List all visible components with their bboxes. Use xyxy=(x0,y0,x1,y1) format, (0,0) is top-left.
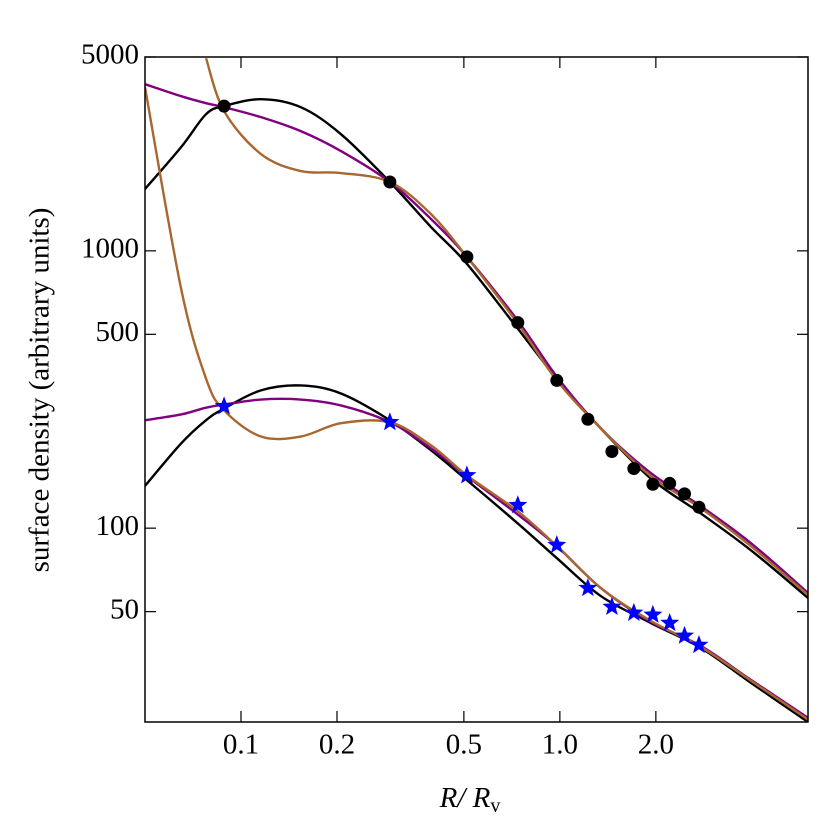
y-tick-label: 1000 xyxy=(81,232,139,264)
y-tick-label: 500 xyxy=(96,316,140,348)
x-axis-label-sub: v xyxy=(490,795,500,817)
x-tick-label: 0.2 xyxy=(319,729,355,761)
x-axis-label: R/ Rv xyxy=(439,782,501,817)
x-tick-label: 0.1 xyxy=(223,729,259,761)
circle-point xyxy=(511,316,525,330)
y-axis-label: surface density (arbitrary units) xyxy=(24,208,56,573)
circle-point xyxy=(217,99,231,113)
star-point xyxy=(689,635,709,654)
circle-point xyxy=(460,250,474,264)
plot-frame xyxy=(144,56,809,723)
circle-point xyxy=(678,487,692,501)
plot-area xyxy=(145,57,808,722)
star-point xyxy=(380,412,400,431)
star-point xyxy=(643,604,663,623)
star-point xyxy=(624,602,644,621)
circle-point xyxy=(383,175,397,189)
star-point xyxy=(214,396,234,415)
star-point xyxy=(457,465,477,484)
x-tick-label: 0.5 xyxy=(446,729,482,761)
curve xyxy=(145,384,808,722)
circle-point xyxy=(581,412,595,426)
curve xyxy=(145,97,808,599)
star-point xyxy=(578,578,598,597)
star-point xyxy=(508,495,528,514)
star-point xyxy=(602,596,622,616)
x-tick-label: 1.0 xyxy=(542,729,578,761)
y-tick-label: 50 xyxy=(110,593,139,625)
x-axis-label-main: R/ R xyxy=(439,782,491,814)
circle-point xyxy=(627,462,641,476)
curve xyxy=(145,87,808,721)
x-tick-label: 2.0 xyxy=(638,729,674,761)
star-point xyxy=(675,625,695,644)
y-tick-label: 100 xyxy=(96,510,140,542)
curve xyxy=(145,83,808,594)
curve xyxy=(145,397,808,719)
circle-point xyxy=(646,477,660,491)
star-point xyxy=(660,613,680,632)
circle-point xyxy=(692,500,706,514)
circle-point xyxy=(605,444,619,458)
star-point xyxy=(547,535,567,554)
circle-point xyxy=(663,476,677,490)
circle-point xyxy=(550,373,564,387)
y-tick-label: 5000 xyxy=(81,39,139,71)
